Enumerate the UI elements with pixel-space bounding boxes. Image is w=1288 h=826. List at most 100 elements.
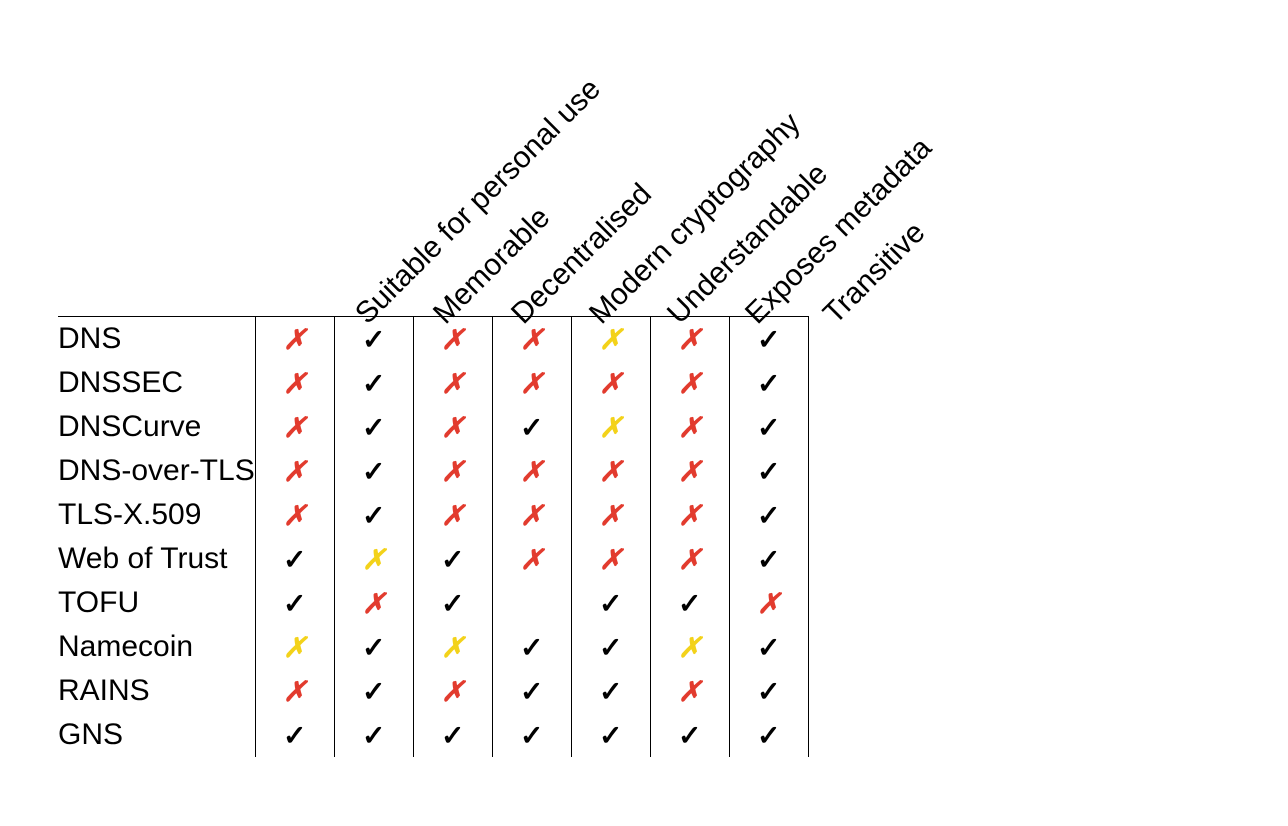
cross-icon: ✗	[599, 412, 622, 443]
check-icon: ✓	[362, 632, 385, 663]
cell: ✗	[571, 449, 650, 493]
cross-icon: ✗	[283, 500, 306, 531]
cell: ✗	[492, 537, 571, 581]
cell: ✗	[255, 449, 334, 493]
cross-icon: ✗	[520, 544, 543, 575]
row-label: DNS-over-TLS	[58, 449, 255, 493]
cross-icon: ✗	[283, 676, 306, 707]
check-icon: ✓	[362, 412, 385, 443]
cell: ✓	[334, 449, 413, 493]
cell: ✗	[255, 493, 334, 537]
cross-icon: ✗	[678, 676, 701, 707]
cross-icon: ✗	[599, 324, 622, 355]
cell: ✓	[255, 537, 334, 581]
check-icon: ✓	[441, 588, 464, 619]
cross-icon: ✗	[441, 412, 464, 443]
check-icon: ✓	[520, 412, 543, 443]
row-label: TLS-X.509	[58, 493, 255, 537]
table-row: DNS-over-TLS✗✓✗✗✗✗✓	[58, 449, 808, 493]
cell: ✓	[650, 581, 729, 625]
check-icon: ✓	[757, 456, 780, 487]
cell: ✗	[255, 669, 334, 713]
check-icon: ✓	[757, 720, 780, 751]
cell: ✓	[729, 493, 808, 537]
cross-icon: ✗	[599, 368, 622, 399]
cell: ✓	[729, 449, 808, 493]
cell: ✓	[413, 713, 492, 757]
check-icon: ✓	[757, 500, 780, 531]
cell: ✗	[650, 317, 729, 362]
cross-icon: ✗	[283, 412, 306, 443]
cross-icon: ✗	[441, 500, 464, 531]
cell: ✓	[729, 669, 808, 713]
check-icon: ✓	[757, 368, 780, 399]
row-label: Namecoin	[58, 625, 255, 669]
cell: ✓	[334, 405, 413, 449]
check-icon: ✓	[520, 632, 543, 663]
check-icon: ✓	[441, 720, 464, 751]
check-icon: ✓	[283, 588, 306, 619]
cross-icon: ✗	[520, 324, 543, 355]
cell: ✓	[492, 713, 571, 757]
check-icon: ✓	[757, 676, 780, 707]
table-row: DNS✗✓✗✗✗✗✓	[58, 317, 808, 362]
check-icon: ✓	[362, 500, 385, 531]
cell: ✗	[413, 449, 492, 493]
cell: ✗	[492, 449, 571, 493]
check-icon: ✓	[362, 368, 385, 399]
check-icon: ✓	[599, 676, 622, 707]
comparison-table: DNS✗✓✗✗✗✗✓DNSSEC✗✓✗✗✗✗✓DNSCurve✗✓✗✓✗✗✓DN…	[58, 316, 809, 757]
cell: ✗	[413, 317, 492, 362]
cell: ✗	[650, 537, 729, 581]
check-icon: ✓	[678, 588, 701, 619]
cell: ✗	[650, 625, 729, 669]
table-row: GNS✓✓✓✓✓✓✓	[58, 713, 808, 757]
cell: ✓	[571, 625, 650, 669]
check-icon: ✓	[599, 720, 622, 751]
check-icon: ✓	[283, 544, 306, 575]
cell: ✓	[492, 625, 571, 669]
cell: ✗	[413, 361, 492, 405]
cell: ✗	[413, 405, 492, 449]
cell: ✓	[571, 713, 650, 757]
check-icon: ✓	[441, 544, 464, 575]
cell: ✓	[729, 625, 808, 669]
cross-icon: ✗	[757, 588, 780, 619]
cell: ✓	[413, 537, 492, 581]
cell: ✗	[650, 361, 729, 405]
cell: ✓	[729, 405, 808, 449]
check-icon: ✓	[362, 720, 385, 751]
cross-icon: ✗	[678, 632, 701, 663]
table-row: RAINS✗✓✗✓✓✗✓	[58, 669, 808, 713]
check-icon: ✓	[362, 676, 385, 707]
check-icon: ✓	[678, 720, 701, 751]
cross-icon: ✗	[362, 588, 385, 619]
cross-icon: ✗	[441, 632, 464, 663]
cell: ✓	[571, 581, 650, 625]
cell: ✓	[334, 493, 413, 537]
cell: ✓	[729, 537, 808, 581]
cross-icon: ✗	[441, 456, 464, 487]
cell: ✗	[650, 669, 729, 713]
cross-icon: ✗	[520, 368, 543, 399]
cross-icon: ✗	[678, 456, 701, 487]
cell: ✗	[492, 361, 571, 405]
cell: ✗	[492, 493, 571, 537]
cell: ✓	[413, 581, 492, 625]
cross-icon: ✗	[599, 456, 622, 487]
cross-icon: ✗	[362, 544, 385, 575]
cell: ✗	[255, 625, 334, 669]
cell: ✗	[571, 317, 650, 362]
cell: ✗	[334, 537, 413, 581]
row-label: DNSSEC	[58, 361, 255, 405]
cross-icon: ✗	[678, 324, 701, 355]
cell: ✓	[571, 669, 650, 713]
table-row: TOFU✓✗✓✓✓✗	[58, 581, 808, 625]
cell: ✓	[334, 713, 413, 757]
check-icon: ✓	[599, 632, 622, 663]
cell: ✓	[729, 713, 808, 757]
cross-icon: ✗	[678, 412, 701, 443]
row-label: DNSCurve	[58, 405, 255, 449]
cell: ✓	[729, 317, 808, 362]
table-row: Namecoin✗✓✗✓✓✗✓	[58, 625, 808, 669]
